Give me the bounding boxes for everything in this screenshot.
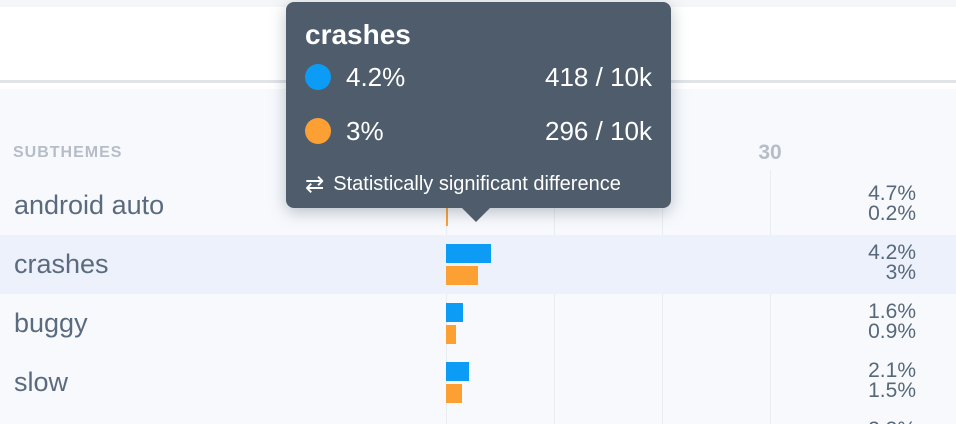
orange-bar[interactable]	[446, 384, 462, 403]
value-labels: 4.2% 3%	[868, 241, 916, 284]
blue-value-label: 4.7%	[868, 182, 916, 205]
value-labels: 2.1% 1.5%	[868, 359, 916, 402]
blue-value-label: 4.2%	[868, 241, 916, 264]
tooltip-note-text: Statistically significant difference	[333, 173, 621, 195]
orange-series-dot-icon	[305, 118, 331, 144]
subtheme-row[interactable]: 2.3%	[0, 412, 956, 424]
gridline-30	[770, 170, 771, 424]
blue-bar[interactable]	[446, 303, 463, 322]
gridline-0	[446, 170, 447, 424]
subtheme-row[interactable]: buggy 1.6% 0.9%	[0, 294, 956, 353]
subtheme-label: slow	[14, 367, 69, 397]
orange-bar[interactable]	[446, 207, 448, 226]
blue-value-label: 1.6%	[868, 300, 916, 323]
subtheme-row[interactable]: android auto 4.7% 0.2%	[0, 176, 956, 235]
tooltip-orange-fraction: 296 / 10k	[545, 115, 652, 146]
orange-value-label: 0.9%	[868, 320, 916, 343]
value-labels: 1.6% 0.9%	[868, 300, 916, 343]
blue-bar[interactable]	[446, 362, 469, 381]
orange-bar[interactable]	[446, 266, 478, 285]
swap-arrows-icon: ⇄	[305, 171, 325, 197]
tooltip-blue-value: 4.2%	[346, 61, 406, 92]
orange-bar[interactable]	[446, 325, 456, 344]
tooltip-title: crashes	[305, 19, 411, 50]
blue-value-label: 2.3%	[868, 419, 916, 424]
tooltip-caret-icon	[462, 208, 490, 222]
axis-tick-30: 30	[758, 141, 782, 164]
gridline-10	[554, 170, 555, 424]
tooltip-blue-row: 4.2% 418 / 10k	[305, 60, 652, 94]
value-labels: 2.3%	[868, 419, 916, 424]
orange-value-label: 3%	[885, 261, 916, 284]
subtheme-label: crashes	[14, 249, 109, 279]
orange-value-label: 1.5%	[868, 379, 916, 402]
subtheme-row[interactable]: crashes 4.2% 3%	[0, 235, 956, 294]
tooltip-significance-note: ⇄ Statistically significant difference	[305, 170, 652, 198]
blue-bar[interactable]	[446, 244, 491, 263]
blue-value-label: 2.1%	[868, 359, 916, 382]
subtheme-label: android auto	[14, 190, 165, 220]
value-labels: 4.7% 0.2%	[868, 182, 916, 225]
chart-tooltip: crashes 4.2% 418 / 10k 3% 296 / 10k ⇄ St…	[286, 2, 671, 222]
gridline-20	[662, 170, 663, 424]
tooltip-orange-value: 3%	[346, 115, 384, 146]
tooltip-blue-fraction: 418 / 10k	[545, 61, 652, 92]
subtheme-label: buggy	[14, 308, 88, 338]
orange-value-label: 0.2%	[868, 202, 916, 225]
blue-series-dot-icon	[305, 64, 331, 90]
subtheme-row[interactable]: slow 2.1% 1.5%	[0, 353, 956, 412]
tooltip-orange-row: 3% 296 / 10k	[305, 114, 652, 148]
subthemes-column-header: SUBTHEMES	[13, 144, 123, 161]
